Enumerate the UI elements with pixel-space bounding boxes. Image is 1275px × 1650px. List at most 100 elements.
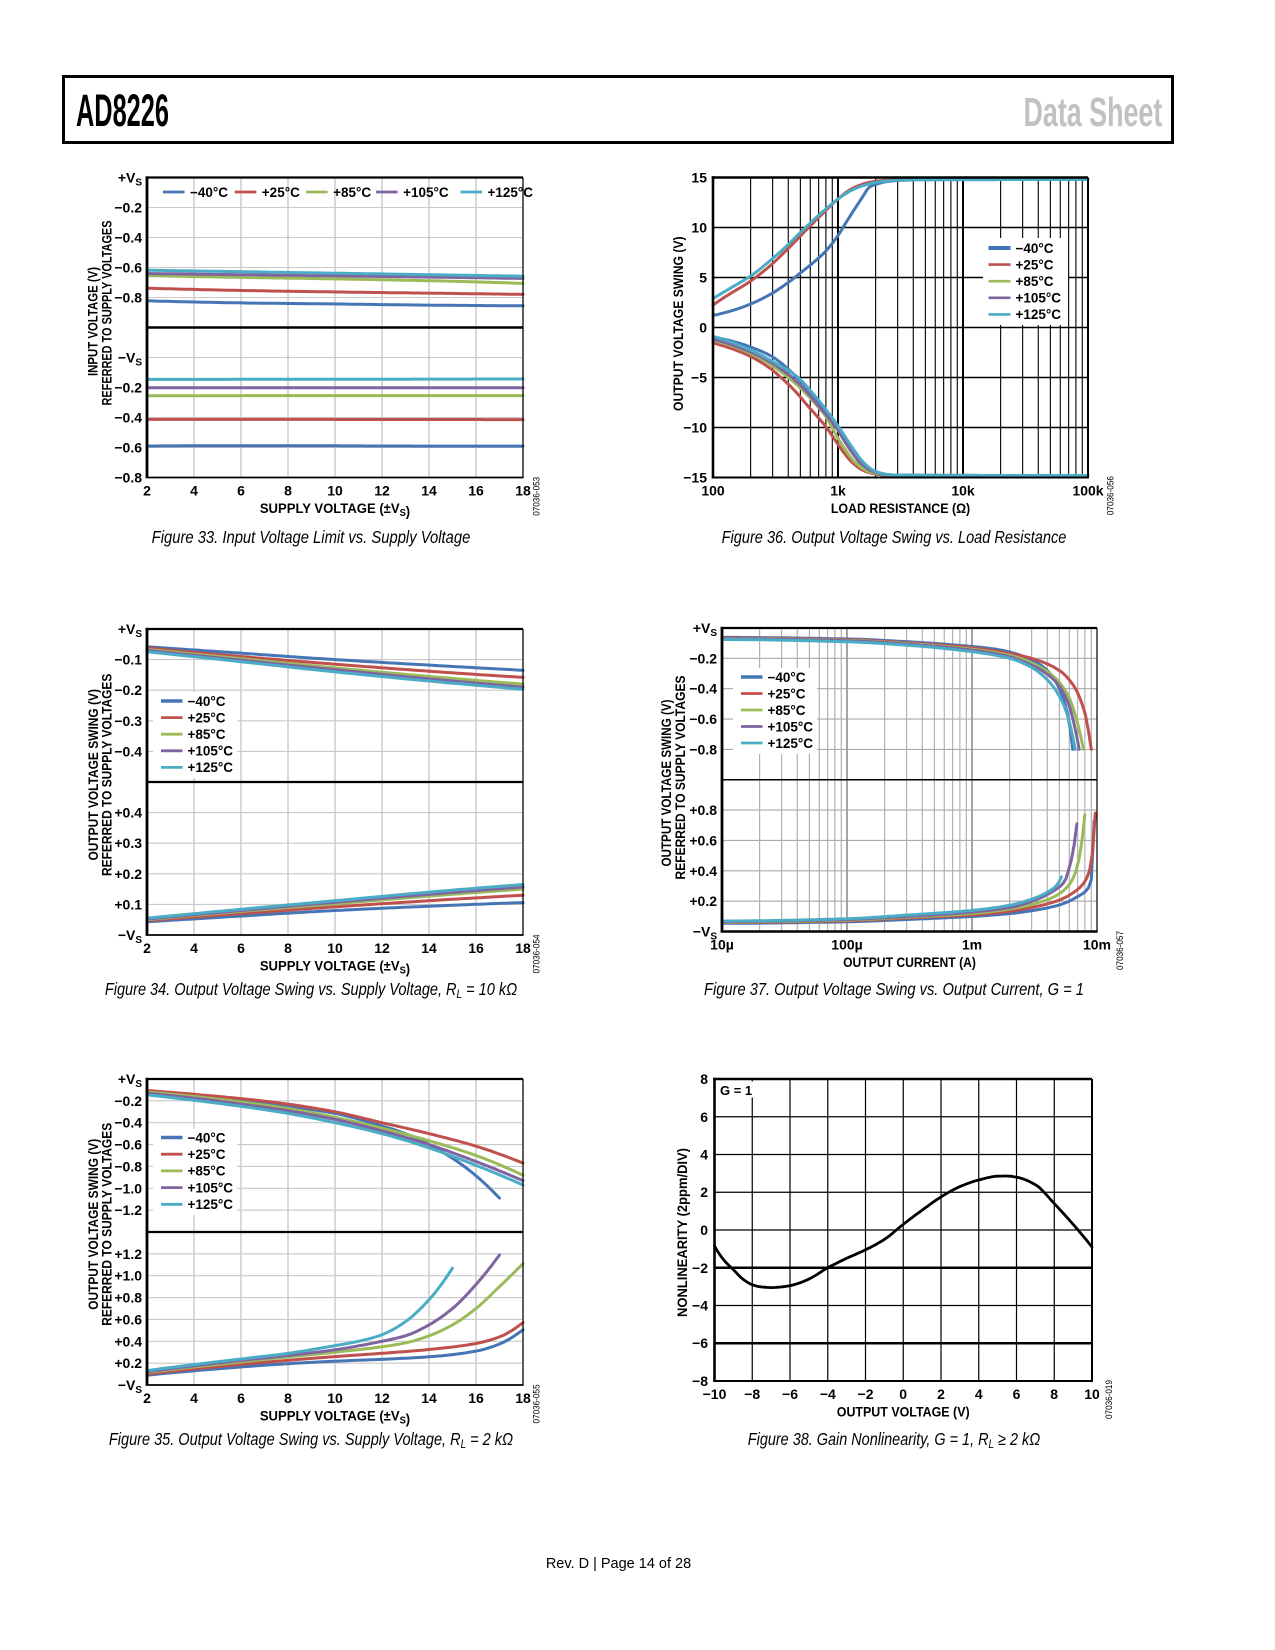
svg-text:+125°C: +125°C (488, 185, 534, 200)
svg-text:−0.8: −0.8 (114, 470, 142, 486)
svg-text:−0.4: −0.4 (114, 743, 142, 759)
svg-text:+0.4: +0.4 (114, 1333, 142, 1349)
svg-text:8: 8 (284, 1390, 292, 1406)
svg-text:−0.2: −0.2 (689, 650, 717, 666)
svg-text:−0.6: −0.6 (114, 440, 142, 456)
svg-text:−0.1: −0.1 (114, 652, 142, 668)
svg-text:+85°C: +85°C (188, 727, 226, 742)
svg-text:8: 8 (700, 1071, 708, 1087)
svg-text:+VS: +VS (118, 1071, 143, 1090)
svg-text:+0.6: +0.6 (114, 1311, 142, 1327)
svg-text:+0.4: +0.4 (689, 863, 717, 879)
svg-text:100k: 100k (1072, 483, 1103, 499)
svg-text:−6: −6 (692, 1335, 708, 1351)
svg-text:Figure 36. Output Voltage Swin: Figure 36. Output Voltage Swing vs. Load… (722, 528, 1067, 548)
svg-text:07036-056: 07036-056 (1106, 476, 1116, 515)
svg-text:07036-054: 07036-054 (532, 935, 542, 974)
svg-text:10: 10 (327, 940, 343, 956)
svg-text:−1.0: −1.0 (114, 1180, 142, 1196)
svg-text:10k: 10k (951, 483, 975, 499)
svg-text:−2: −2 (858, 1386, 874, 1402)
svg-text:14: 14 (421, 483, 437, 499)
svg-text:+85°C: +85°C (1016, 274, 1054, 289)
svg-text:Figure 35. Output Voltage Swin: Figure 35. Output Voltage Swing vs. Supp… (109, 1430, 513, 1451)
svg-text:+105°C: +105°C (1016, 291, 1062, 306)
svg-text:−40°C: −40°C (1016, 241, 1054, 256)
svg-text:−0.4: −0.4 (114, 410, 142, 426)
svg-text:0: 0 (700, 1222, 708, 1238)
svg-text:−0.2: −0.2 (114, 200, 142, 216)
svg-text:+105°C: +105°C (188, 1180, 234, 1195)
svg-text:2: 2 (143, 1390, 151, 1406)
svg-text:+0.8: +0.8 (689, 802, 717, 818)
svg-text:−5: −5 (691, 370, 707, 386)
svg-text:−0.2: −0.2 (114, 380, 142, 396)
svg-text:OUTPUT VOLTAGE SWING (V): OUTPUT VOLTAGE SWING (V) (671, 236, 686, 411)
svg-text:−0.8: −0.8 (114, 290, 142, 306)
svg-text:12: 12 (374, 940, 390, 956)
svg-text:−40°C: −40°C (768, 670, 806, 685)
svg-text:+125°C: +125°C (768, 736, 814, 751)
svg-text:2: 2 (700, 1184, 708, 1200)
svg-text:−10: −10 (683, 420, 707, 436)
svg-text:NONLINEARITY (2ppm/DIV): NONLINEARITY (2ppm/DIV) (675, 1148, 690, 1317)
svg-text:8: 8 (284, 940, 292, 956)
svg-text:6: 6 (700, 1109, 708, 1125)
svg-text:+105°C: +105°C (403, 185, 449, 200)
svg-text:12: 12 (374, 483, 390, 499)
svg-text:+0.3: +0.3 (114, 835, 142, 851)
svg-text:−0.4: −0.4 (114, 230, 142, 246)
svg-text:2: 2 (937, 1386, 945, 1402)
svg-text:OUTPUT VOLTAGE (V): OUTPUT VOLTAGE (V) (837, 1404, 970, 1420)
svg-text:+0.2: +0.2 (114, 866, 142, 882)
svg-text:−6: −6 (782, 1386, 798, 1402)
svg-text:−0.2: −0.2 (114, 1093, 142, 1109)
svg-text:+VS: +VS (693, 620, 718, 639)
svg-text:14: 14 (421, 940, 437, 956)
svg-text:+25°C: +25°C (188, 1147, 226, 1162)
svg-text:10: 10 (691, 220, 707, 236)
svg-text:−0.2: −0.2 (114, 682, 142, 698)
svg-text:−VS: −VS (118, 1377, 143, 1396)
svg-text:−40°C: −40°C (188, 1130, 226, 1145)
svg-text:SUPPLY VOLTAGE (±VS): SUPPLY VOLTAGE (±VS) (260, 958, 410, 976)
svg-text:−0.3: −0.3 (114, 713, 142, 729)
svg-text:+25°C: +25°C (768, 686, 806, 701)
svg-text:−0.8: −0.8 (114, 1158, 142, 1174)
svg-text:−4: −4 (692, 1298, 708, 1314)
svg-text:Figure 37. Output Voltage Swin: Figure 37. Output Voltage Swing vs. Outp… (704, 980, 1084, 1000)
svg-text:10: 10 (327, 483, 343, 499)
svg-text:4: 4 (190, 940, 198, 956)
svg-text:LOAD RESISTANCE (Ω): LOAD RESISTANCE (Ω) (831, 500, 970, 516)
svg-text:4: 4 (190, 483, 198, 499)
svg-text:−8: −8 (692, 1373, 708, 1389)
svg-text:+0.4: +0.4 (114, 805, 142, 821)
svg-text:07036-053: 07036-053 (532, 477, 542, 516)
svg-text:SUPPLY VOLTAGE (±VS): SUPPLY VOLTAGE (±VS) (260, 501, 410, 519)
svg-text:+1.0: +1.0 (114, 1268, 142, 1284)
svg-text:8: 8 (284, 483, 292, 499)
svg-text:Figure 33. Input Voltage Limit: Figure 33. Input Voltage Limit vs. Suppl… (152, 528, 471, 547)
svg-text:+0.6: +0.6 (689, 833, 717, 849)
svg-text:0: 0 (699, 320, 707, 336)
svg-text:−0.6: −0.6 (114, 1137, 142, 1153)
svg-text:18: 18 (515, 940, 531, 956)
svg-text:10µ: 10µ (710, 937, 734, 953)
svg-text:+0.2: +0.2 (114, 1355, 142, 1371)
svg-text:16: 16 (468, 940, 484, 956)
svg-text:2: 2 (143, 483, 151, 499)
svg-text:+85°C: +85°C (188, 1164, 226, 1179)
svg-text:+25°C: +25°C (1016, 257, 1054, 272)
svg-text:0: 0 (899, 1386, 907, 1402)
svg-text:+85°C: +85°C (333, 185, 371, 200)
svg-text:−VS: −VS (118, 927, 143, 946)
svg-text:−40°C: −40°C (190, 185, 228, 200)
svg-text:+105°C: +105°C (188, 744, 234, 759)
svg-text:4: 4 (190, 1390, 198, 1406)
svg-text:10: 10 (327, 1390, 343, 1406)
svg-text:−15: −15 (683, 470, 707, 486)
svg-text:4: 4 (700, 1147, 708, 1163)
svg-text:−2: −2 (692, 1260, 708, 1276)
svg-text:2: 2 (143, 940, 151, 956)
svg-text:6: 6 (237, 483, 245, 499)
